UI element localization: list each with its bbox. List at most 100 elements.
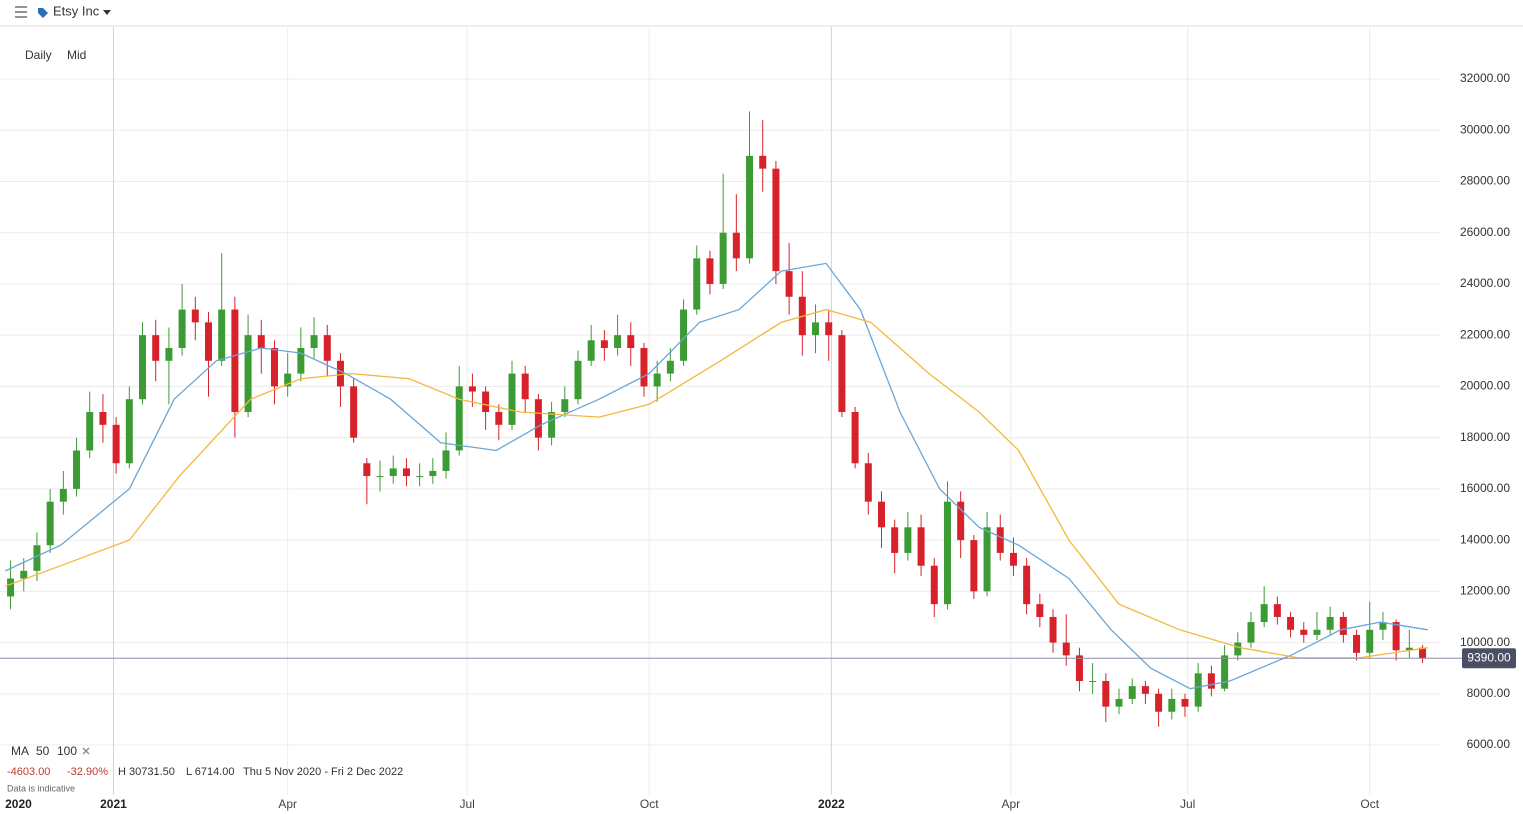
note: Data is indicative — [7, 783, 75, 793]
candle-body — [891, 527, 899, 553]
price-label: 9390.00 — [1467, 650, 1511, 664]
candle-body — [7, 578, 15, 597]
candle-body — [521, 373, 529, 400]
candle-body — [1247, 622, 1255, 643]
candle-body — [33, 545, 41, 571]
candle-body — [257, 335, 265, 348]
candle-body — [561, 399, 569, 413]
candle-body — [363, 463, 371, 477]
candle-body — [1036, 604, 1044, 617]
ma-legend[interactable]: 100 — [57, 744, 77, 758]
x-tick-label: Apr — [278, 797, 297, 811]
top-bar — [0, 0, 1523, 26]
period-high: H 30731.50 — [118, 766, 175, 778]
candle-body — [389, 468, 397, 477]
y-tick-label: 12000.00 — [1460, 584, 1510, 598]
change-pct: -32.90% — [67, 766, 108, 778]
candle-body — [1049, 616, 1057, 643]
instrument-title[interactable]: Etsy Inc — [53, 3, 100, 18]
candle-body — [1379, 622, 1387, 630]
candle-body — [1339, 616, 1347, 635]
candle-body — [614, 335, 622, 348]
candle-body — [864, 463, 872, 502]
candle-body — [218, 309, 226, 361]
x-tick-label: Oct — [1360, 797, 1379, 811]
candle-body — [1207, 673, 1215, 689]
candle-body — [323, 335, 331, 361]
candle-body — [508, 373, 516, 425]
y-tick-label: 24000.00 — [1460, 276, 1510, 290]
candle-body — [917, 527, 925, 566]
candle-body — [574, 360, 582, 400]
candle-body — [297, 347, 305, 374]
candle-body — [350, 386, 358, 438]
x-tick-label: 2021 — [100, 797, 127, 811]
candle-body — [930, 565, 938, 605]
candle-body — [1221, 655, 1229, 689]
candle-body — [1155, 693, 1163, 712]
candle-body — [970, 540, 978, 592]
candle-body — [1273, 604, 1281, 617]
candle-body — [178, 309, 186, 348]
candle-body — [653, 373, 661, 387]
candle-body — [877, 501, 885, 528]
candle-body — [152, 335, 160, 361]
date-range: Thu 5 Nov 2020 - Fri 2 Dec 2022 — [243, 766, 403, 778]
candle-body — [231, 309, 239, 413]
candle-body — [244, 335, 252, 413]
moving-average-line — [5, 308, 1428, 659]
candle-body — [1405, 647, 1413, 651]
candle-body — [204, 322, 212, 361]
candle-body — [1115, 698, 1123, 707]
candle-body — [284, 373, 292, 387]
candle-body — [1128, 686, 1136, 699]
candle-body — [772, 168, 780, 272]
candle-body — [693, 258, 701, 310]
candle-body — [468, 386, 476, 392]
candle-body — [59, 488, 67, 502]
candle-body — [1194, 673, 1202, 707]
x-tick-label: 2020 — [5, 797, 32, 811]
dropdown-caret[interactable] — [103, 10, 111, 15]
candle-body — [825, 322, 833, 336]
candle-body — [1062, 642, 1070, 656]
candle-body — [996, 527, 1004, 553]
ma-legend[interactable]: 50 — [36, 744, 50, 758]
candle-body — [86, 412, 94, 451]
x-tick-label: Oct — [640, 797, 659, 811]
period-low: L 6714.00 — [186, 766, 235, 778]
candle-body — [680, 309, 688, 361]
y-tick-label: 32000.00 — [1460, 71, 1510, 85]
candle-body — [1366, 629, 1374, 653]
x-tick-label: 2022 — [818, 797, 845, 811]
interval-button[interactable]: Daily — [25, 48, 52, 62]
x-tick-label: Apr — [1001, 797, 1020, 811]
candle-body — [429, 470, 437, 477]
y-tick-label: 20000.00 — [1460, 379, 1510, 393]
candle-body — [1326, 616, 1334, 630]
candle-body — [495, 412, 503, 425]
price-badge — [1462, 648, 1516, 669]
candle-body — [1168, 698, 1176, 712]
candle-body — [587, 340, 595, 361]
change: -4603.00 — [7, 766, 50, 778]
price-type-button[interactable]: Mid — [67, 48, 86, 62]
candle-body — [336, 360, 344, 387]
candle-body — [165, 347, 173, 361]
candle-body — [1009, 552, 1017, 566]
candle-body — [600, 340, 608, 348]
candle-body — [1234, 642, 1242, 656]
candle-body — [746, 155, 754, 259]
candle-body — [812, 322, 820, 336]
ma-remove-icon[interactable] — [82, 747, 90, 755]
moving-average-line — [5, 262, 1428, 690]
candle-body — [455, 386, 463, 451]
candle-body — [73, 450, 81, 489]
candle-body — [1392, 622, 1400, 651]
y-tick-label: 6000.00 — [1467, 737, 1511, 751]
menu-icon[interactable] — [15, 6, 27, 18]
y-tick-label: 18000.00 — [1460, 430, 1510, 444]
candle-body — [99, 412, 107, 425]
candle-body — [442, 450, 450, 471]
